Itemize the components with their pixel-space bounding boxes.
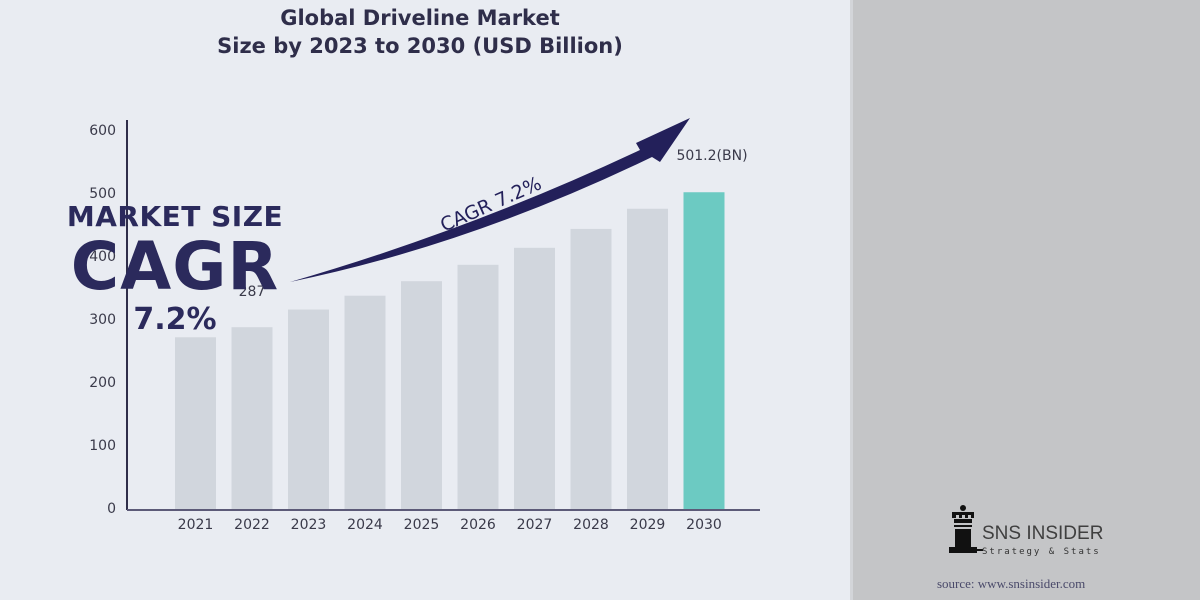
- chart-title-line-2: Size by 2023 to 2030 (USD Billion): [217, 34, 623, 58]
- y-tick-label: 500: [89, 186, 116, 202]
- y-tick-label: 0: [107, 501, 116, 517]
- x-tick-label: 2024: [347, 517, 383, 533]
- x-tick-label: 2022: [234, 517, 270, 533]
- bar-2028: [570, 228, 612, 510]
- annotation-2022-value: 287: [239, 284, 266, 300]
- y-tick-label: 200: [89, 375, 116, 391]
- x-tick-label: 2027: [517, 517, 553, 533]
- bar-2030: [683, 192, 725, 510]
- bar-2024: [344, 295, 386, 510]
- sns-insider-logo-icon: [949, 505, 983, 553]
- x-tick-label: 2025: [404, 517, 440, 533]
- x-tick-label: 2026: [460, 517, 496, 533]
- summary-panel: [850, 0, 1200, 600]
- x-tick-label: 2030: [686, 517, 722, 533]
- x-tick-label: 2028: [573, 517, 609, 533]
- brand-name: SNS INSIDER: [982, 523, 1104, 544]
- bar-chart: 0 100 200 300 400 500 600 2021 2022 2023 2024 2025…: [89, 118, 760, 533]
- cagr-value: 7.2%: [133, 302, 217, 337]
- brand-tagline: Strategy & Stats: [982, 547, 1101, 557]
- bar-2025: [401, 281, 442, 510]
- source-link[interactable]: source: www.snsinsider.com: [937, 576, 1086, 591]
- y-tick-label: 400: [89, 249, 116, 265]
- cagr-label: CAGR: [70, 228, 280, 305]
- bar-2023: [288, 309, 329, 510]
- y-tick-label: 600: [89, 123, 116, 139]
- bar-2022: [231, 327, 273, 510]
- y-tick-label: 100: [89, 438, 116, 454]
- bar-2027: [514, 247, 555, 510]
- bar-2026: [457, 264, 499, 510]
- y-tick-label: 300: [89, 312, 116, 328]
- bar-2021: [175, 337, 216, 510]
- x-tick-label: 2023: [291, 517, 327, 533]
- market-size-label: MARKET SIZE: [66, 200, 284, 233]
- x-tick-label: 2021: [178, 517, 214, 533]
- bar-2029: [627, 208, 668, 510]
- x-tick-label: 2029: [630, 517, 666, 533]
- annotation-2030-value: 501.2(BN): [676, 148, 747, 164]
- chart-title-line-1: Global Driveline Market: [280, 6, 560, 30]
